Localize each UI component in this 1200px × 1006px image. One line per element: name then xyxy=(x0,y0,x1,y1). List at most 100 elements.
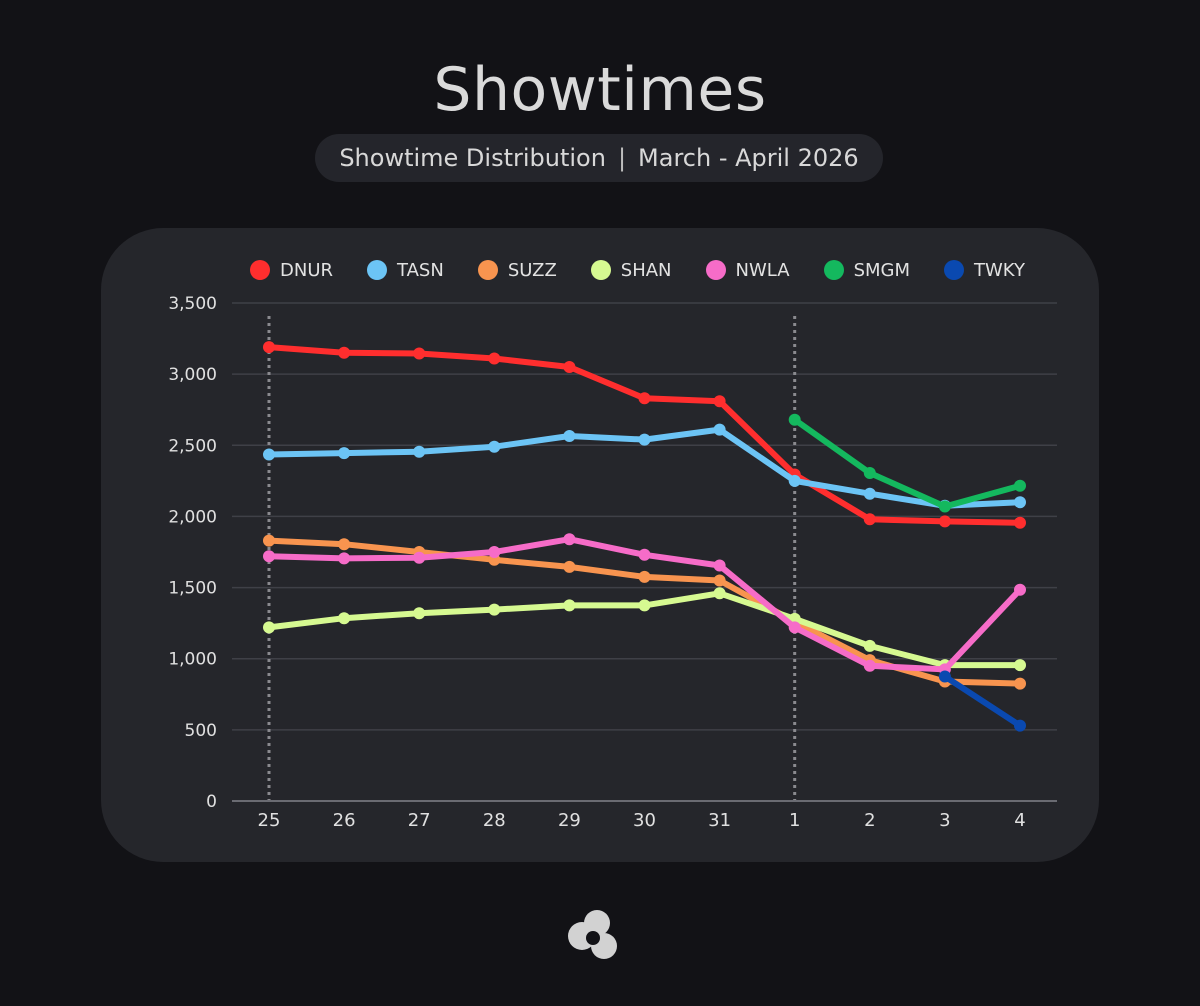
legend-item-smgm[interactable]: SMGM xyxy=(823,259,910,281)
legend-item-dnur[interactable]: DNUR xyxy=(250,260,333,281)
series-nwla xyxy=(263,533,1026,676)
data-point xyxy=(488,603,501,616)
x-tick-label: 2 xyxy=(864,810,875,831)
y-tick-label: 3,500 xyxy=(168,294,217,314)
data-point xyxy=(263,448,275,461)
legend-item-suzz[interactable]: SUZZ xyxy=(477,259,557,281)
data-point xyxy=(413,445,426,458)
data-point xyxy=(863,467,876,479)
legend-item-twky[interactable]: TWKY xyxy=(944,260,1025,281)
data-point xyxy=(788,621,801,634)
legend-item-nwla[interactable]: NWLA xyxy=(705,259,790,281)
data-point xyxy=(938,515,951,528)
data-point xyxy=(1014,677,1026,690)
series-line xyxy=(941,673,1023,729)
data-point xyxy=(338,346,351,359)
data-point xyxy=(1014,719,1026,732)
y-tick-label: 2,500 xyxy=(168,436,217,456)
data-point xyxy=(713,574,726,587)
data-point xyxy=(1014,479,1026,492)
legend-item-tasn[interactable]: TASN xyxy=(367,260,444,281)
data-point xyxy=(338,552,351,565)
data-point xyxy=(263,341,275,354)
data-point xyxy=(938,670,951,683)
data-point xyxy=(713,559,726,572)
data-point xyxy=(563,533,576,546)
legend-item-shan[interactable]: SHAN xyxy=(590,259,672,281)
chart-legend: DNUR TASN SUZZ SHAN NWLA SMGM TWKY xyxy=(250,258,1025,282)
y-tick-label: 1,000 xyxy=(168,650,217,670)
grid-lines xyxy=(232,302,1057,731)
data-point xyxy=(863,639,876,652)
series-shan xyxy=(263,587,1026,672)
legend-marker xyxy=(367,260,388,280)
x-tick-label: 3 xyxy=(939,810,950,831)
series-twky xyxy=(938,670,1026,732)
data-point xyxy=(1014,659,1026,672)
y-tick-label: 0 xyxy=(206,792,217,812)
series-smgm xyxy=(788,413,1026,513)
data-point xyxy=(638,570,651,583)
series-line xyxy=(266,537,1023,687)
x-tick-label: 27 xyxy=(408,810,431,831)
legend-label: SMGM xyxy=(853,259,910,281)
x-tick-label: 29 xyxy=(558,810,581,831)
data-point xyxy=(863,487,876,500)
data-point xyxy=(563,361,576,373)
x-tick-label: 26 xyxy=(333,810,356,831)
x-tick-label: 1 xyxy=(789,810,800,831)
data-point xyxy=(263,534,275,547)
data-point xyxy=(563,560,576,573)
data-point xyxy=(788,474,801,487)
data-point xyxy=(263,621,275,634)
data-point xyxy=(938,500,951,513)
data-point xyxy=(713,395,726,408)
subtitle-text: Showtime Distribution xyxy=(339,144,606,172)
y-tick-label: 1,500 xyxy=(168,579,217,599)
series-dnur xyxy=(263,341,1026,529)
data-point xyxy=(638,392,651,405)
data-point xyxy=(1014,516,1026,529)
subtitle-pill: Showtime Distribution | March - April 20… xyxy=(315,134,883,182)
legend-label: TASN xyxy=(397,259,444,281)
data-point xyxy=(563,599,576,612)
legend-marker xyxy=(823,260,844,280)
legend-label: TWKY xyxy=(974,259,1025,281)
data-point xyxy=(713,587,726,600)
legend-marker xyxy=(477,260,498,280)
x-tick-label: 25 xyxy=(258,810,281,831)
legend-marker xyxy=(250,260,270,280)
subtitle-date-range: March - April 2026 xyxy=(638,144,859,172)
legend-marker xyxy=(705,260,726,280)
x-tick-label: 4 xyxy=(1014,810,1025,831)
y-tick-label: 3,000 xyxy=(168,365,217,385)
data-point xyxy=(338,447,351,460)
legend-label: SHAN xyxy=(620,259,672,281)
data-point xyxy=(638,548,651,561)
data-point xyxy=(638,433,651,446)
x-axis-tick-labels: 25 26 27 28 29 30 31 1 2 3 4 xyxy=(258,810,1026,831)
y-axis-tick-labels: 0 500 1,000 1,500 2,000 2,500 3,000 3,500 xyxy=(168,294,217,812)
legend-label: SUZZ xyxy=(507,259,557,281)
data-point xyxy=(488,546,501,558)
page-title: Showtimes xyxy=(433,55,767,125)
y-tick-label: 500 xyxy=(185,721,217,741)
legend-marker xyxy=(944,260,964,280)
x-tick-label: 31 xyxy=(708,810,731,831)
data-point xyxy=(488,352,501,365)
data-point xyxy=(263,550,275,563)
data-point xyxy=(788,413,801,426)
series-line xyxy=(791,416,1023,510)
data-point xyxy=(863,659,876,672)
data-point xyxy=(563,430,576,442)
legend-label: DNUR xyxy=(280,259,334,281)
data-point xyxy=(713,423,726,436)
legend-marker xyxy=(590,260,611,280)
data-point xyxy=(413,551,426,564)
data-point xyxy=(338,612,351,625)
data-point xyxy=(863,513,876,526)
y-tick-label: 2,000 xyxy=(168,507,217,527)
legend-label: NWLA xyxy=(735,259,790,281)
data-point xyxy=(488,440,501,453)
